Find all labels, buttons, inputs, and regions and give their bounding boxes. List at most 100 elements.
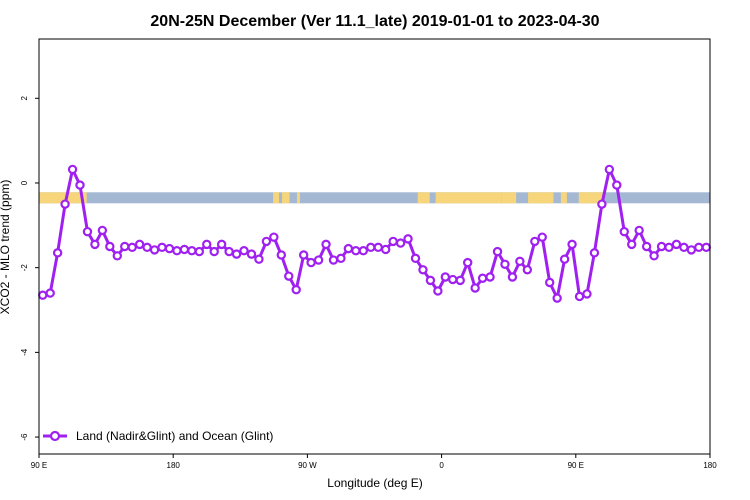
data-point	[149, 245, 160, 255]
series-layer	[38, 164, 711, 303]
data-point	[530, 236, 540, 247]
data-point	[701, 242, 711, 253]
data-point	[589, 248, 600, 258]
data-point	[470, 283, 480, 293]
land-segment	[560, 192, 567, 204]
plot-frame	[38, 38, 711, 455]
series-line	[42, 167, 707, 300]
land-segment	[39, 192, 87, 204]
legend-marker	[49, 430, 61, 442]
data-point	[425, 275, 436, 286]
data-point	[209, 246, 219, 257]
land-segment	[528, 192, 554, 204]
data-point	[500, 259, 510, 269]
x-axis-label: Longitude (deg E)	[327, 476, 422, 490]
data-point	[559, 254, 570, 264]
land-segment	[282, 192, 290, 204]
data-point	[351, 246, 361, 256]
data-point	[336, 253, 346, 264]
data-point	[380, 244, 391, 255]
data-point	[492, 246, 503, 257]
data-point	[522, 265, 533, 275]
data-point	[120, 241, 130, 252]
data-point	[612, 180, 622, 190]
data-point	[112, 251, 122, 261]
data-point	[373, 242, 383, 253]
data-point	[321, 239, 331, 250]
data-point	[269, 232, 279, 242]
data-point	[403, 234, 413, 244]
data-point	[261, 236, 272, 247]
y-tick-label: -4	[20, 348, 29, 356]
data-point	[679, 242, 689, 253]
data-point	[462, 257, 473, 268]
land-segment	[273, 192, 280, 204]
land-segment	[417, 192, 430, 204]
x-axis: 90 E 180 90 W 0 90 E 180	[31, 454, 717, 470]
data-point	[224, 246, 234, 257]
data-point	[216, 239, 227, 250]
data-point	[366, 242, 376, 253]
x-tick-label: 90 E	[568, 461, 584, 470]
data-point	[455, 275, 465, 286]
data-point	[134, 239, 145, 250]
chart-title: 20N-25N December (Ver 11.1_late) 2019-01…	[150, 13, 599, 30]
data-point	[328, 255, 339, 265]
data-point	[298, 250, 309, 260]
data-point	[395, 238, 406, 248]
land-segment	[501, 192, 517, 204]
data-point	[157, 242, 167, 253]
x-tick-label: 180	[703, 461, 717, 470]
data-point	[485, 272, 495, 282]
data-point	[246, 249, 257, 259]
data-point	[627, 239, 637, 250]
data-point	[313, 255, 324, 265]
legend-label: Land (Nadir&Glint) and Ocean (Glint)	[76, 429, 273, 443]
data-point	[418, 265, 428, 275]
data-point	[388, 236, 398, 247]
data-point	[291, 284, 301, 295]
land-ocean-strip	[39, 192, 710, 204]
data-point	[194, 246, 204, 257]
y-tick-label: 2	[20, 96, 29, 101]
data-point	[343, 243, 354, 254]
data-point	[545, 277, 555, 288]
data-point	[239, 246, 249, 256]
data-point	[231, 249, 242, 259]
data-point	[597, 199, 607, 209]
data-point	[515, 256, 525, 267]
data-point	[477, 273, 488, 283]
data-point	[179, 244, 190, 255]
data-point	[686, 245, 697, 255]
data-point	[202, 239, 212, 250]
data-point	[656, 241, 667, 252]
data-point	[433, 286, 443, 296]
data-point	[619, 226, 629, 237]
y-tick-label: -6	[20, 433, 29, 441]
x-tick-label: 180	[167, 461, 181, 470]
ocean-band	[39, 192, 710, 204]
data-point	[604, 164, 615, 175]
data-point	[634, 225, 644, 236]
data-point	[664, 242, 674, 253]
data-point	[45, 288, 55, 298]
y-tick-label: -2	[20, 264, 29, 272]
data-point	[60, 199, 70, 209]
data-point	[52, 248, 63, 258]
data-point	[254, 254, 264, 264]
y-axis-label: XCO2 - MLO trend (ppm)	[0, 180, 12, 315]
land-segment	[578, 192, 603, 204]
y-axis: -6 -4 -2 0 2	[20, 96, 39, 441]
data-point	[187, 246, 197, 256]
data-point	[164, 243, 175, 254]
land-segment	[296, 192, 300, 204]
data-point	[574, 291, 585, 302]
data-point	[358, 246, 369, 256]
data-point	[582, 289, 592, 299]
land-segment	[435, 192, 502, 204]
data-point	[284, 271, 294, 281]
data-point	[694, 242, 704, 253]
data-point	[67, 164, 78, 175]
data-point	[75, 180, 85, 190]
